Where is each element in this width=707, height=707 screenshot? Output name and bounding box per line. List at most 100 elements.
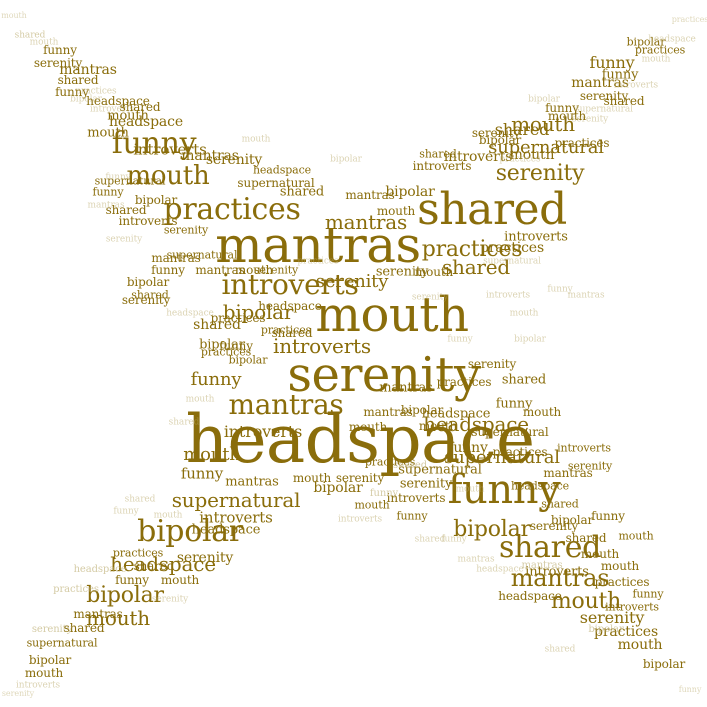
word-bipolar: bipolar <box>134 193 178 207</box>
word-mouth: mouth <box>418 419 458 433</box>
word-supernatural: supernatural <box>575 104 633 115</box>
word-funny: funny <box>447 467 561 513</box>
word-shared: shared <box>133 559 175 573</box>
word-shared: shared <box>544 644 576 655</box>
word-funny: funny <box>190 369 242 390</box>
word-mouth: mouth <box>153 510 183 521</box>
word-mouth: mouth <box>414 265 454 279</box>
word-funny: funny <box>545 101 579 115</box>
word-mouth: mouth <box>234 263 274 277</box>
word-introverts: introverts <box>89 104 135 115</box>
word-mantras: mantras <box>363 405 413 419</box>
word-shared: shared <box>494 120 550 139</box>
word-funny: funny <box>495 396 533 412</box>
word-mouth: mouth <box>511 112 575 136</box>
word-introverts: introverts <box>199 508 273 527</box>
word-serenity: serenity <box>151 594 189 605</box>
word-supernatural: supernatural <box>166 248 238 262</box>
word-mantras: mantras <box>225 474 279 490</box>
word-mantras: mantras <box>87 200 125 211</box>
word-supernatural: supernatural <box>26 636 98 650</box>
word-headspace: headspace <box>110 552 216 576</box>
word-funny: funny <box>111 126 197 161</box>
word-shared: shared <box>131 288 169 302</box>
word-bipolar: bipolar <box>626 35 666 49</box>
word-mouth: mouth <box>292 471 332 485</box>
word-headspace: headspace <box>191 522 261 538</box>
word-mantras: mantras <box>195 263 245 277</box>
word-mantras: mantras <box>543 466 593 480</box>
word-serenity: serenity <box>105 234 143 245</box>
word-introverts: introverts <box>485 290 531 301</box>
word-bipolar: bipolar <box>228 353 268 367</box>
word-practices: practices <box>364 455 416 469</box>
word-headspace: headspace <box>166 308 214 319</box>
word-introverts: introverts <box>223 422 303 441</box>
word-mouth: mouth <box>354 498 390 512</box>
word-shared: shared <box>603 94 645 108</box>
word-funny: funny <box>113 506 139 517</box>
word-practices: practices <box>260 323 312 337</box>
word-practices: practices <box>297 256 339 267</box>
word-funny: funny <box>589 53 635 72</box>
word-shared: shared <box>565 531 607 545</box>
word-mantras: mantras <box>151 251 201 265</box>
word-serenity: serenity <box>33 56 83 70</box>
word-headspace: headspace <box>185 401 535 478</box>
word-serenity: serenity <box>579 89 629 103</box>
word-funny: funny <box>447 334 473 345</box>
word-serenity: serenity <box>315 271 389 292</box>
word-funny: funny <box>369 488 399 499</box>
word-mouth: mouth <box>580 547 620 561</box>
word-shared: shared <box>124 494 156 505</box>
word-introverts: introverts <box>221 268 359 301</box>
word-mouth: mouth <box>509 147 555 163</box>
word-headspace: headspace <box>109 114 183 130</box>
word-funny: funny <box>547 284 573 295</box>
word-practices: practices <box>499 154 541 165</box>
word-shared: shared <box>193 317 241 333</box>
word-practices: practices <box>480 240 544 256</box>
word-headspace: headspace <box>498 589 562 603</box>
word-mouth: mouth <box>86 606 150 630</box>
word-serenity: serenity <box>163 223 209 237</box>
word-serenity: serenity <box>1 689 35 698</box>
word-supernatural: supernatural <box>488 137 604 158</box>
word-funny: funny <box>678 685 702 694</box>
word-bipolar: bipolar <box>642 657 686 671</box>
word-bipolar: bipolar <box>70 94 102 105</box>
word-mouth: mouth <box>183 444 241 465</box>
word-mouth: mouth <box>1 11 27 20</box>
word-funny: funny <box>115 573 149 587</box>
word-practices: practices <box>53 584 99 595</box>
word-serenity: serenity <box>529 519 579 533</box>
word-serenity: serenity <box>253 263 299 277</box>
word-introverts: introverts <box>273 334 371 358</box>
word-mouth: mouth <box>600 559 640 573</box>
word-practices: practices <box>671 15 707 24</box>
word-headspace: headspace <box>73 564 127 575</box>
word-serenity: serenity <box>205 152 263 168</box>
word-mouth: mouth <box>24 666 64 680</box>
word-mouth: mouth <box>29 37 59 48</box>
word-introverts: introverts <box>557 441 611 455</box>
word-headspace: headspace <box>252 163 312 177</box>
word-mouth: mouth <box>547 109 587 123</box>
word-funny: funny <box>92 185 124 199</box>
word-funny: funny <box>591 509 625 523</box>
word-serenity: serenity <box>287 347 481 403</box>
word-mantras: mantras <box>59 62 117 78</box>
word-shared: shared <box>14 30 46 41</box>
word-mouth: mouth <box>185 394 215 405</box>
word-shared: shared <box>498 530 602 565</box>
word-serenity: serenity <box>495 161 585 186</box>
word-shared: shared <box>271 326 313 340</box>
word-shared: shared <box>417 184 567 235</box>
word-headspace: headspace <box>476 564 524 575</box>
word-funny: funny <box>441 534 467 545</box>
word-introverts: introverts <box>443 149 513 165</box>
word-mouth: mouth <box>641 54 671 65</box>
word-mantras: mantras <box>510 564 610 592</box>
word-mantras: mantras <box>324 210 408 234</box>
